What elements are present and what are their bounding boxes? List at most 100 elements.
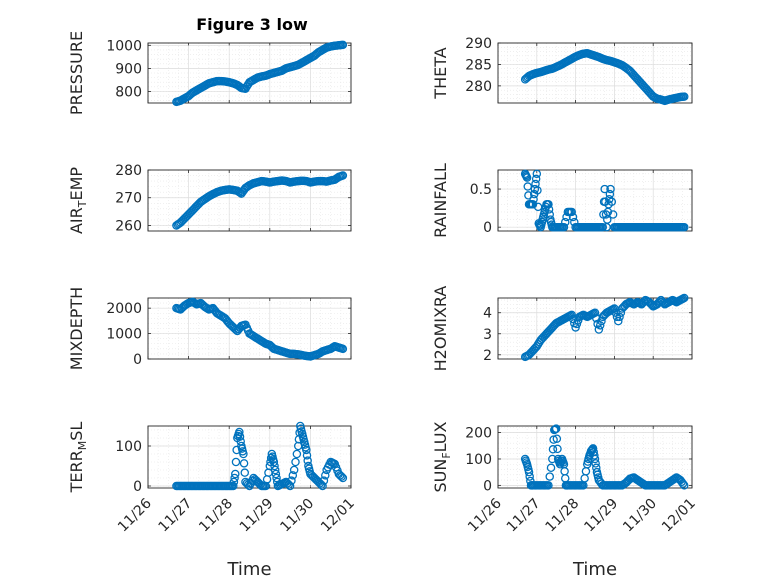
- data-point: [679, 481, 689, 490]
- data-point: [590, 308, 600, 317]
- data-point: [553, 444, 562, 454]
- data-point: [239, 459, 249, 468]
- data-point: [607, 197, 617, 207]
- data-point: [529, 194, 538, 204]
- y-axis-label-subscript: M: [76, 441, 89, 451]
- y-tick-label: 0: [483, 220, 492, 236]
- y-axis-label: THETA: [431, 47, 450, 99]
- x-tick-label: 11/26: [465, 495, 505, 535]
- data-point: [270, 465, 280, 475]
- data-point: [532, 342, 542, 351]
- data-point: [272, 473, 281, 483]
- data-point: [561, 217, 570, 227]
- y-tick-label: 280: [465, 79, 492, 95]
- data-point: [567, 310, 576, 320]
- panel-air-temp: 260 270 280 AIRTEMP: [67, 163, 352, 234]
- data-point: [595, 321, 605, 330]
- y-tick-label: 4: [483, 306, 492, 322]
- panel-terr-msl: 11/26 11/27 11/28 11/29 11/30 12/01 0 100 TERRMS…: [67, 422, 358, 580]
- y-axis-label-main: MIXDEPTH: [67, 287, 86, 370]
- y-tick-label: 2: [483, 348, 492, 364]
- data-point: [242, 82, 252, 91]
- axes-box: [147, 169, 352, 232]
- data-point: [269, 457, 279, 467]
- panel-rainfall: 0 0.5 RAINFALL: [431, 163, 693, 238]
- y-axis-label: H2OMIXRA: [431, 286, 450, 372]
- data-point: [240, 468, 250, 477]
- data-point: [338, 344, 348, 354]
- y-axis-label-main: PRESSURE: [67, 31, 86, 115]
- y-axis-label-main: H2OMIXRA: [431, 286, 450, 372]
- data-point: [302, 451, 312, 460]
- y-tick-label: 100: [115, 439, 142, 455]
- y-axis-label: RAINFALL: [431, 163, 450, 238]
- x-tick-label: 11/26: [115, 495, 155, 535]
- data-point: [338, 40, 348, 50]
- data-point: [568, 212, 578, 222]
- x-tick-label: 11/27: [156, 496, 196, 536]
- data-point: [591, 459, 600, 468]
- figure-title: Figure 3 low: [196, 15, 308, 34]
- data-point: [239, 449, 248, 459]
- data-point: [231, 469, 240, 479]
- y-axis-label-main: SUN: [431, 459, 450, 493]
- data-point: [544, 481, 553, 490]
- data-point: [670, 474, 680, 483]
- data-point: [532, 169, 542, 179]
- x-tick-label: 11/28: [543, 496, 583, 536]
- y-axis-label-subscript: T: [76, 200, 89, 208]
- data-point: [567, 207, 576, 217]
- panel-theta: 280 285 290 THETA: [431, 36, 693, 106]
- y-tick-label: 3: [483, 327, 492, 343]
- y-tick-label: 2000: [106, 301, 142, 317]
- data-point: [615, 312, 624, 322]
- data-point: [302, 445, 311, 455]
- data-point: [319, 476, 329, 485]
- data-point: [303, 456, 312, 465]
- data-point: [229, 477, 239, 487]
- axes-box: [497, 425, 693, 489]
- y-axis-label: MIXDEPTH: [67, 287, 86, 370]
- data-point: [552, 434, 562, 444]
- data-point: [318, 481, 327, 491]
- data-point: [605, 189, 615, 199]
- data-point: [545, 472, 554, 481]
- y-tick-label: 0: [483, 478, 492, 494]
- x-tick-label: 12/01: [659, 496, 699, 536]
- panel-h2omixra: 2 3 4 H2OMIXRA: [431, 286, 693, 372]
- y-tick-label: 100: [465, 452, 492, 468]
- y-axis-label-main: THETA: [431, 47, 450, 99]
- x-tick-label: 11/30: [277, 496, 317, 536]
- data-point: [291, 457, 300, 467]
- data-point: [270, 461, 279, 471]
- y-axis-label: PRESSURE: [67, 31, 86, 115]
- data-point: [288, 471, 298, 480]
- y-axis-label-subscript: F: [440, 452, 453, 458]
- y-tick-label: 900: [115, 61, 142, 77]
- y-axis-label-main: TERR: [67, 450, 86, 493]
- data-point: [231, 457, 241, 467]
- y-tick-label: 0: [133, 479, 142, 495]
- axes-box: [147, 297, 352, 360]
- y-tick-label: 0.5: [470, 182, 492, 198]
- data-point: [321, 471, 330, 480]
- x-tick-label: 11/27: [504, 496, 544, 536]
- y-axis-label: SUNFLUX: [431, 421, 453, 492]
- data-point: [524, 467, 534, 477]
- data-point: [551, 424, 561, 433]
- data-point: [606, 184, 615, 194]
- data-point: [679, 222, 689, 232]
- data-point: [337, 472, 346, 481]
- data-point: [614, 316, 623, 326]
- data-point: [600, 184, 609, 194]
- data-point: [289, 465, 299, 475]
- y-axis-label-main: RAINFALL: [431, 163, 450, 238]
- data-point: [335, 471, 345, 480]
- x-axis-label: Time: [226, 559, 271, 580]
- x-axis-label: Time: [572, 559, 617, 580]
- data-point: [241, 84, 250, 93]
- y-tick-label: 270: [115, 191, 142, 207]
- y-tick-label: 290: [465, 36, 492, 52]
